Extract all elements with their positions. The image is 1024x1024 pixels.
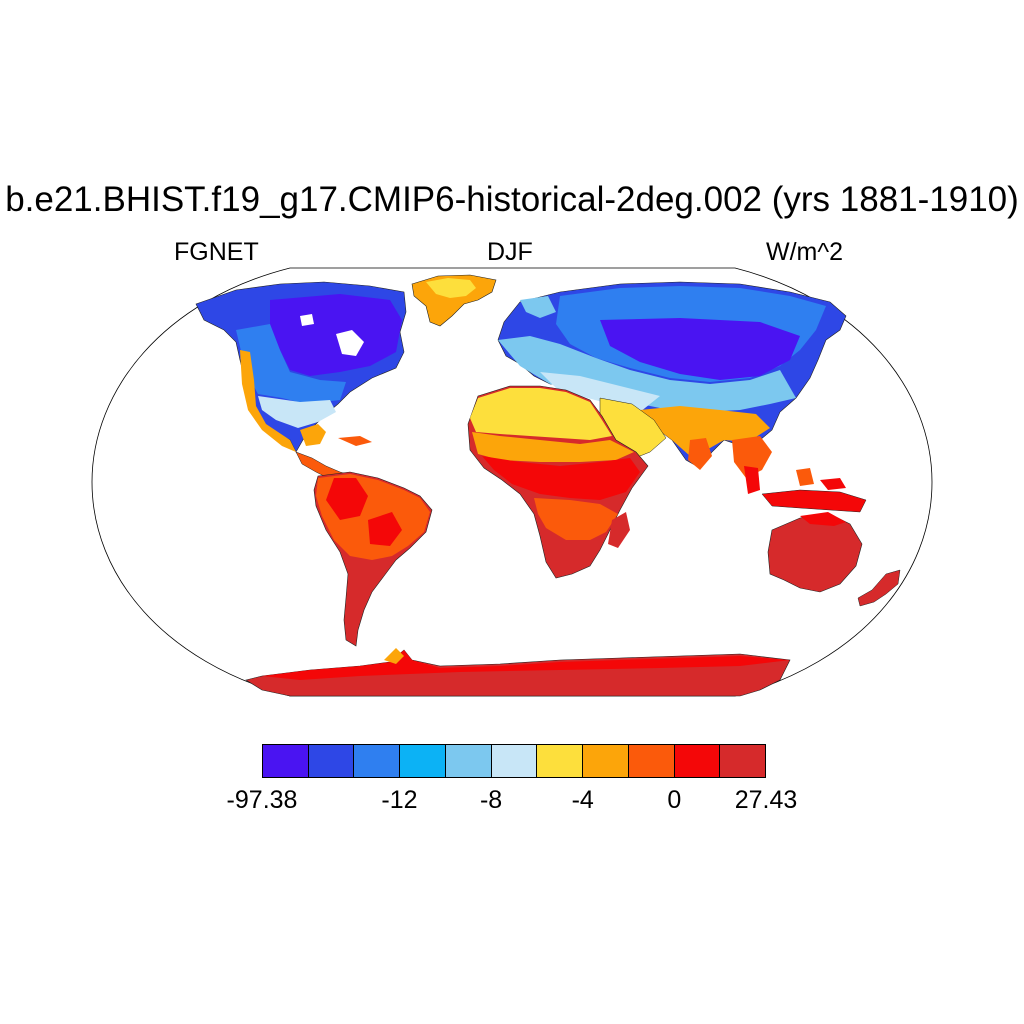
colorbar-swatch bbox=[536, 744, 584, 778]
colorbar-swatch bbox=[719, 744, 767, 778]
colorbar-tick-label: 27.43 bbox=[734, 786, 798, 814]
maritime-southeast-asia bbox=[761, 468, 867, 513]
colorbar-tick-label: -12 bbox=[381, 786, 418, 814]
colorbar-swatch bbox=[307, 744, 355, 778]
colorbar-tick-label: -97.38 bbox=[226, 786, 298, 814]
units-label: W/m^2 bbox=[766, 238, 844, 266]
plot-title: b.e21.BHIST.f19_g17.CMIP6-historical-2de… bbox=[5, 180, 1019, 219]
colorbar-tick-label: -8 bbox=[479, 786, 503, 814]
colorbar-swatch bbox=[444, 744, 492, 778]
colorbar-swatch bbox=[262, 744, 309, 778]
colorbar-tick-label: 0 bbox=[667, 786, 682, 814]
antarctica bbox=[245, 648, 791, 697]
new-zealand bbox=[857, 569, 901, 607]
south-america bbox=[313, 471, 433, 647]
colorbar-swatch bbox=[627, 744, 675, 778]
colorbar-swatch bbox=[353, 744, 401, 778]
colorbar-swatch bbox=[490, 744, 538, 778]
colorbar bbox=[262, 744, 767, 778]
variable-label: FGNET bbox=[174, 238, 259, 266]
colorbar-swatch bbox=[582, 744, 629, 778]
eurasia bbox=[497, 281, 847, 494]
north-america bbox=[195, 281, 407, 453]
colorbar-swatch bbox=[673, 744, 721, 778]
australia bbox=[767, 512, 863, 593]
season-label: DJF bbox=[487, 238, 533, 266]
colorbar-tick-label: -4 bbox=[571, 786, 594, 814]
greenland bbox=[411, 274, 497, 327]
colorbar-swatch bbox=[399, 744, 446, 778]
africa bbox=[467, 385, 649, 579]
